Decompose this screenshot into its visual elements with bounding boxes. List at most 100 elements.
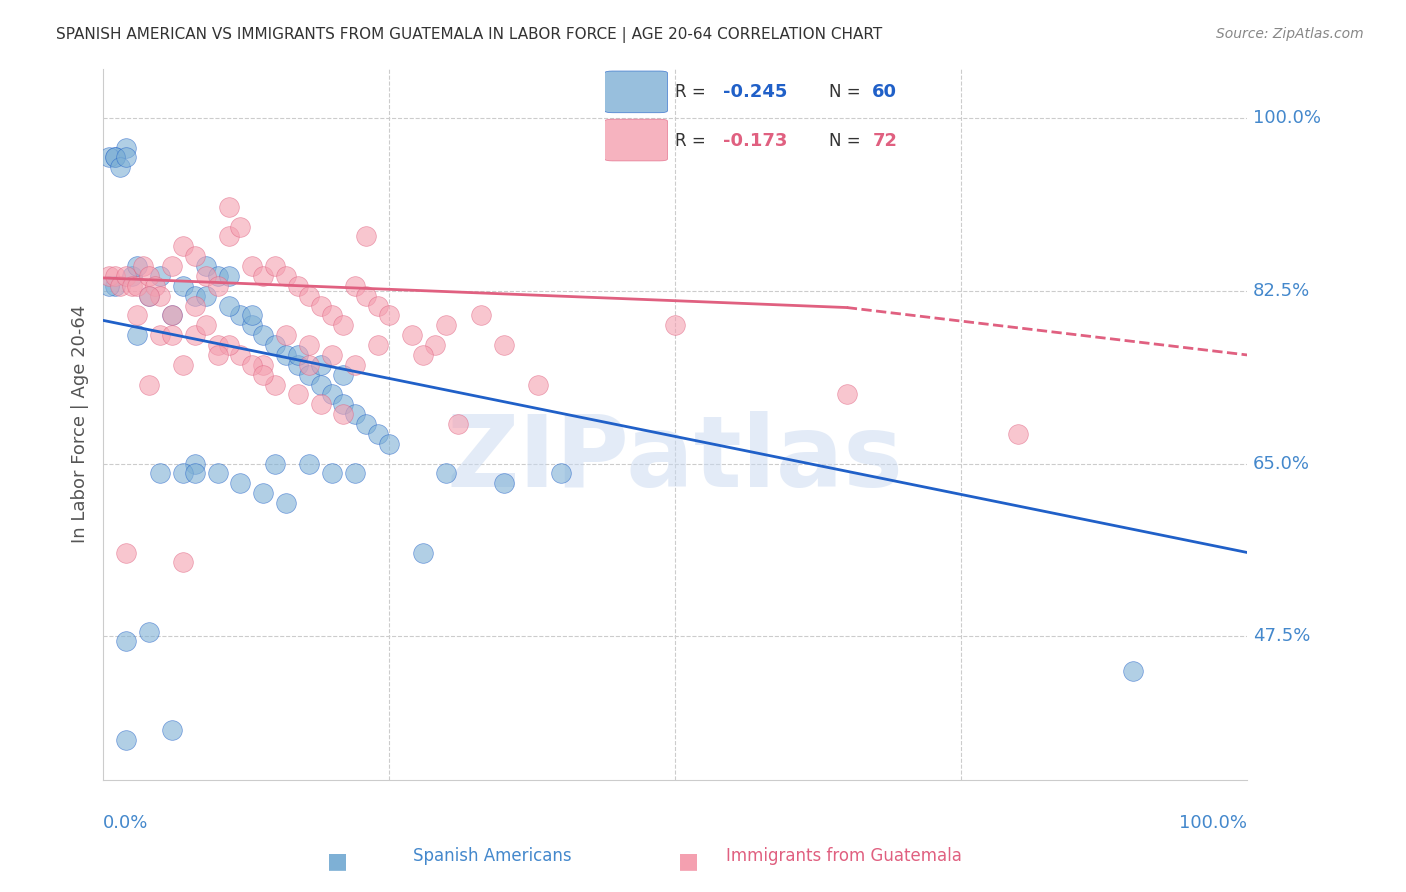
Point <box>321 387 343 401</box>
Point <box>240 259 263 273</box>
Point <box>160 309 183 323</box>
Point <box>183 457 205 471</box>
Point <box>127 259 149 273</box>
Point <box>207 278 229 293</box>
Point <box>195 318 218 333</box>
Point <box>287 387 309 401</box>
Point <box>138 377 160 392</box>
Text: SPANISH AMERICAN VS IMMIGRANTS FROM GUATEMALA IN LABOR FORCE | AGE 20-64 CORRELA: SPANISH AMERICAN VS IMMIGRANTS FROM GUAT… <box>56 27 883 43</box>
Point <box>97 150 120 164</box>
Text: -0.245: -0.245 <box>723 84 787 102</box>
Point <box>127 309 149 323</box>
Text: 65.0%: 65.0% <box>1253 455 1310 473</box>
Point <box>276 348 298 362</box>
Point <box>321 309 343 323</box>
Point <box>138 624 160 639</box>
Point <box>218 299 240 313</box>
Point <box>160 309 183 323</box>
Point <box>103 150 125 164</box>
Point <box>378 309 401 323</box>
Text: 60: 60 <box>872 84 897 102</box>
Point <box>298 457 321 471</box>
Point <box>412 348 434 362</box>
Point <box>195 288 218 302</box>
Point <box>115 268 138 283</box>
Point <box>276 268 298 283</box>
Point <box>149 328 172 343</box>
Point <box>332 368 354 382</box>
Point <box>132 259 155 273</box>
Point <box>332 318 354 333</box>
Text: Spanish Americans: Spanish Americans <box>413 847 571 865</box>
Point <box>252 358 274 372</box>
Point <box>229 219 252 234</box>
Text: 100.0%: 100.0% <box>1180 814 1247 832</box>
Point <box>309 377 332 392</box>
Point <box>103 278 125 293</box>
Text: R =: R = <box>675 132 711 150</box>
Point <box>343 467 366 481</box>
Point <box>160 259 183 273</box>
Text: Immigrants from Guatemala: Immigrants from Guatemala <box>725 847 962 865</box>
Point <box>172 467 194 481</box>
Point <box>115 150 138 164</box>
Point <box>367 427 389 442</box>
Point <box>412 545 434 559</box>
Point <box>149 268 172 283</box>
Point <box>240 318 263 333</box>
Point <box>229 348 252 362</box>
Y-axis label: In Labor Force | Age 20-64: In Labor Force | Age 20-64 <box>72 305 89 543</box>
Point <box>309 299 332 313</box>
Point <box>229 309 252 323</box>
Point <box>103 150 125 164</box>
Point <box>115 140 138 154</box>
Point <box>97 268 120 283</box>
Point <box>1007 427 1029 442</box>
Text: 82.5%: 82.5% <box>1253 282 1310 300</box>
Point <box>183 288 205 302</box>
Point <box>835 387 858 401</box>
Point <box>172 239 194 253</box>
Point <box>172 278 194 293</box>
Point <box>378 437 401 451</box>
Text: 72: 72 <box>872 132 897 150</box>
Point <box>470 309 492 323</box>
Point <box>103 268 125 283</box>
Point <box>287 348 309 362</box>
Point <box>263 338 285 352</box>
Point <box>263 457 285 471</box>
Point <box>121 268 143 283</box>
Point <box>367 338 389 352</box>
Point <box>298 368 321 382</box>
Text: ZIPatlas: ZIPatlas <box>447 411 904 508</box>
Point <box>218 338 240 352</box>
Text: -0.173: -0.173 <box>723 132 787 150</box>
Point <box>160 328 183 343</box>
Point <box>287 278 309 293</box>
Point <box>492 338 515 352</box>
Point <box>207 348 229 362</box>
Point <box>121 278 143 293</box>
Point <box>298 288 321 302</box>
Text: ■: ■ <box>328 851 347 871</box>
Point <box>298 358 321 372</box>
Text: N =: N = <box>830 132 866 150</box>
Point <box>172 358 194 372</box>
FancyBboxPatch shape <box>605 120 668 161</box>
Point <box>138 288 160 302</box>
Point <box>309 397 332 411</box>
Point <box>218 229 240 244</box>
Point <box>218 268 240 283</box>
Point <box>252 328 274 343</box>
Point <box>309 358 332 372</box>
Text: R =: R = <box>675 84 711 102</box>
Point <box>550 467 572 481</box>
Point <box>276 328 298 343</box>
Point <box>149 288 172 302</box>
Point <box>138 268 160 283</box>
Point <box>343 407 366 421</box>
Point <box>252 486 274 500</box>
Point <box>1122 664 1144 678</box>
Point <box>115 545 138 559</box>
Point <box>183 299 205 313</box>
